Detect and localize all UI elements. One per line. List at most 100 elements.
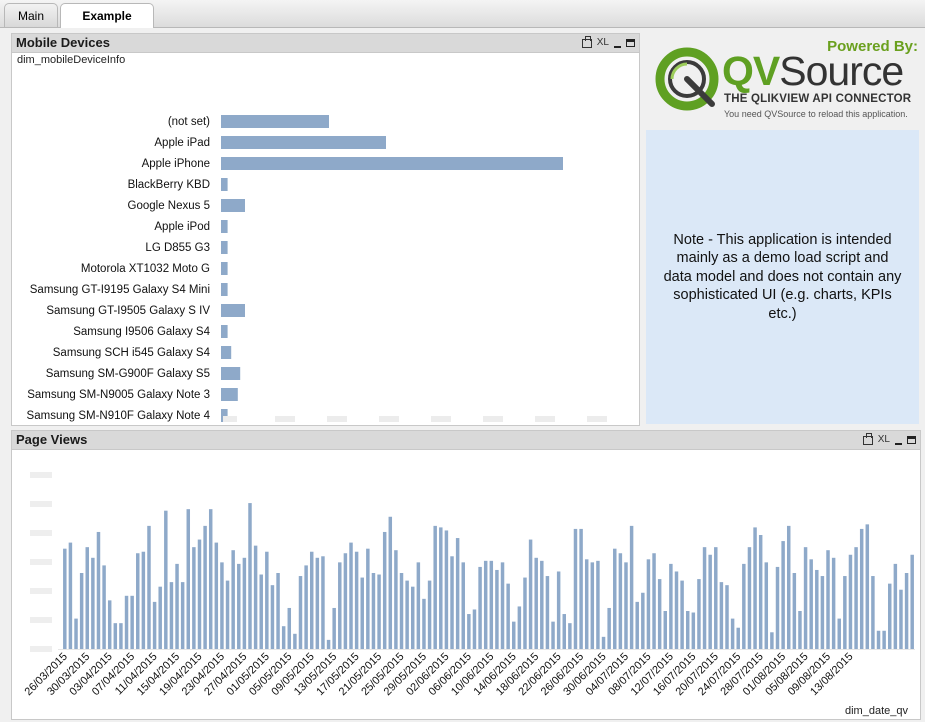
page-view-bar [865,524,870,649]
minimize-icon[interactable] [895,443,902,445]
device-category-label: BlackBerry KBD [128,179,210,191]
mobile-devices-caption[interactable]: Mobile Devices XL [12,34,639,53]
page-view-bar [237,563,241,649]
page-view-bar [579,528,583,649]
page-view-bar [203,525,207,649]
qvsource-reload-note: You need QVSource to reload this applica… [724,109,908,119]
page-view-bar [910,554,914,649]
print-icon[interactable] [862,432,873,445]
page-view-bar [158,586,162,649]
page-view-bar [646,559,651,649]
page-view-bar [242,557,247,649]
page-view-bar [624,562,628,649]
page-view-bar [607,607,611,649]
device-category-label: LG D855 G3 [145,242,210,254]
page-view-bar [253,545,258,649]
page-view-bar [136,553,140,649]
page-view-bar [377,574,381,649]
page-view-bar [265,551,269,649]
device-bar [221,157,563,170]
page-view-bar [287,607,292,649]
page-view-bar [590,562,595,649]
page-view-bar [837,618,841,649]
page-view-bar [859,528,864,649]
page-view-bar [641,592,645,649]
device-bar [221,325,228,338]
page-view-bar [354,551,359,649]
y-axis-tick-mark [30,559,52,565]
device-bar [221,388,238,401]
maximize-icon[interactable] [907,436,916,444]
page-view-bar [652,553,656,649]
page-view-bar [63,548,67,649]
device-bar [221,304,245,317]
page-view-bar [326,639,331,649]
y-axis-tick-mark [30,617,52,623]
page-view-bar [792,573,797,649]
device-category-label: Samsung GT-I9195 Galaxy S4 Mini [30,284,210,296]
page-view-bar [882,630,886,649]
device-category-label: Samsung I9506 Galaxy S4 [73,326,210,338]
device-category-label: Apple iPad [154,137,210,149]
note-textbox: Note - This application is intended main… [646,130,919,424]
page-view-bar [152,601,157,649]
page-view-bar [79,573,84,649]
page-view-bar [225,580,230,649]
page-view-bar [270,585,275,649]
page-view-bar [876,630,881,649]
page-view-bar [781,541,785,649]
page-view-bar [147,525,151,649]
device-category-label: Samsung SM-N910F Galaxy Note 4 [27,410,211,422]
page-views-caption[interactable]: Page Views XL [12,431,920,450]
device-bar [221,346,232,359]
page-view-bar [276,573,280,649]
page-view-bar [888,583,892,649]
page-view-bar [635,601,639,649]
page-view-bar [708,554,712,649]
tab-example[interactable]: Example [60,3,154,28]
x-axis-tick-mark [223,416,237,422]
page-view-bar [697,579,701,649]
print-icon[interactable] [581,35,592,48]
page-views-chart-box[interactable]: Page Views XL 26/03/2015 30/03/2015 03/04/… [11,430,921,720]
mobile-devices-chart-box[interactable]: Mobile Devices XL dim_mobileDeviceInfo (… [11,33,640,426]
wordmark-source: Source [779,48,904,94]
device-category-label: Samsung GT-I9505 Galaxy S IV [46,305,210,317]
page-view-bar [674,571,679,649]
page-view-bar [691,612,696,649]
page-view-bar [893,563,898,649]
page-view-bar [388,516,393,649]
page-view-bar [169,582,174,649]
xl-export-icon[interactable]: XL [596,37,609,48]
y-axis-tick-mark [30,646,52,652]
maximize-icon[interactable] [626,39,635,47]
page-view-bar [455,538,460,649]
page-view-bar [444,530,449,649]
page-view-bar [495,569,499,649]
page-view-bar [208,509,213,649]
page-view-bar [343,553,348,649]
y-axis-tick-mark [30,501,52,507]
device-category-label: Samsung SM-G900F Galaxy S5 [46,368,210,380]
xl-export-icon[interactable]: XL [877,434,890,445]
page-view-bar [220,562,224,649]
page-view-bar [523,577,527,649]
page-view-bar [366,548,370,649]
x-axis-tick-mark [431,416,451,422]
page-view-bar [141,551,146,649]
page-view-bar [96,531,101,649]
page-view-bar [411,586,415,649]
tab-main[interactable]: Main [4,3,58,27]
page-view-bar [332,607,336,649]
page-view-bar [736,627,740,649]
page-view-bar [439,527,443,649]
page-view-bar [461,562,465,649]
page-view-bar [119,623,123,649]
minimize-icon[interactable] [614,46,621,48]
sheet-tab-bar: Main Example [0,0,925,28]
page-view-bar [360,577,364,649]
page-view-bar [416,562,421,649]
device-bar [221,241,228,254]
page-view-bar [562,614,566,649]
page-view-bar [820,576,825,649]
